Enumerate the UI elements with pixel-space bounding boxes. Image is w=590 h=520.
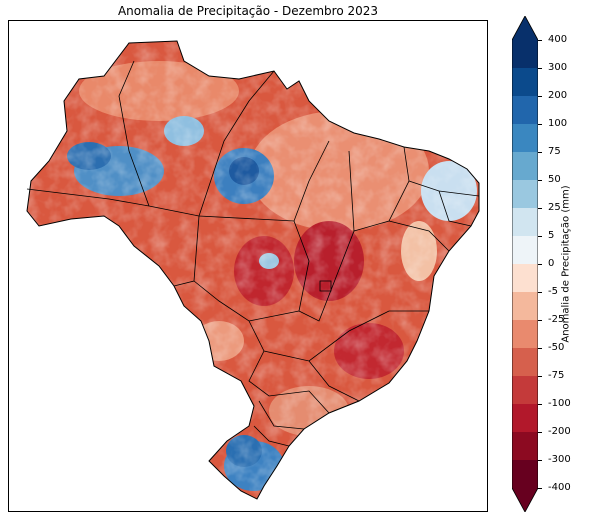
colorbar-tick-mark [538, 264, 542, 265]
colorbar-bottom-arrow [512, 488, 538, 512]
colorbar-segment [512, 264, 538, 293]
colorbar-tick-mark [538, 348, 542, 349]
colorbar-tick-mark [538, 460, 542, 461]
colorbar-tick-mark [538, 152, 542, 153]
colorbar-tick-label: 0 [548, 258, 555, 269]
colorbar-tick-label: -25 [548, 314, 565, 325]
colorbar-tick-mark [538, 376, 542, 377]
colorbar-tick-label: -200 [548, 426, 571, 437]
colorbar-segment [512, 124, 538, 153]
colorbar-tick-label: -50 [548, 342, 565, 353]
colorbar-tick-mark [538, 236, 542, 237]
colorbar-tick-mark [538, 404, 542, 405]
colorbar-segment [512, 180, 538, 209]
colorbar-tick-mark [538, 40, 542, 41]
colorbar-tick-mark [538, 432, 542, 433]
colorbar-segment [512, 348, 538, 377]
colorbar-tick-mark [538, 96, 542, 97]
colorbar-segment [512, 376, 538, 405]
colorbar-tick-mark [538, 208, 542, 209]
colorbar-segment [512, 404, 538, 433]
colorbar-segment [512, 40, 538, 69]
colorbar-tick-label: -100 [548, 398, 571, 409]
colorbar-tick-label: 100 [548, 118, 568, 129]
colorbar-tick-mark [538, 124, 542, 125]
colorbar-tick-mark [538, 180, 542, 181]
colorbar [512, 16, 538, 512]
colorbar-tick-label: 400 [548, 34, 568, 45]
colorbar-tick-mark [538, 68, 542, 69]
colorbar-tick-label: -300 [548, 454, 571, 465]
map-panel [8, 20, 488, 512]
state-borders [26, 60, 480, 447]
colorbar-label: Anomalia de Precipitação (mm) [560, 185, 572, 343]
colorbar-tick-label: 300 [548, 62, 568, 73]
colorbar-tick-label: 50 [548, 174, 561, 185]
colorbar-segment [512, 152, 538, 181]
colorbar-segment [512, 208, 538, 237]
colorbar-segment [512, 236, 538, 265]
colorbar-segment [512, 460, 538, 489]
colorbar-tick-label: 5 [548, 230, 555, 241]
colorbar-segment [512, 320, 538, 349]
colorbar-tick-mark [538, 292, 542, 293]
colorbar-tick-label: -5 [548, 286, 558, 297]
colorbar-tick-label: 25 [548, 202, 561, 213]
colorbar-segment [512, 96, 538, 125]
colorbar-tick-label: -75 [548, 370, 565, 381]
colorbar-tick-label: 75 [548, 146, 561, 157]
colorbar-segment [512, 68, 538, 97]
colorbar-segment [512, 432, 538, 461]
colorbar-tick-mark [538, 320, 542, 321]
chart-title: Anomalia de Precipitação - Dezembro 2023 [117, 4, 379, 18]
colorbar-segment [512, 292, 538, 321]
brazil-map [26, 40, 480, 500]
colorbar-tick-mark [538, 488, 542, 489]
colorbar-tick-label: 200 [548, 90, 568, 101]
colorbar-top-arrow [512, 16, 538, 40]
colorbar-tick-label: -400 [548, 482, 571, 493]
